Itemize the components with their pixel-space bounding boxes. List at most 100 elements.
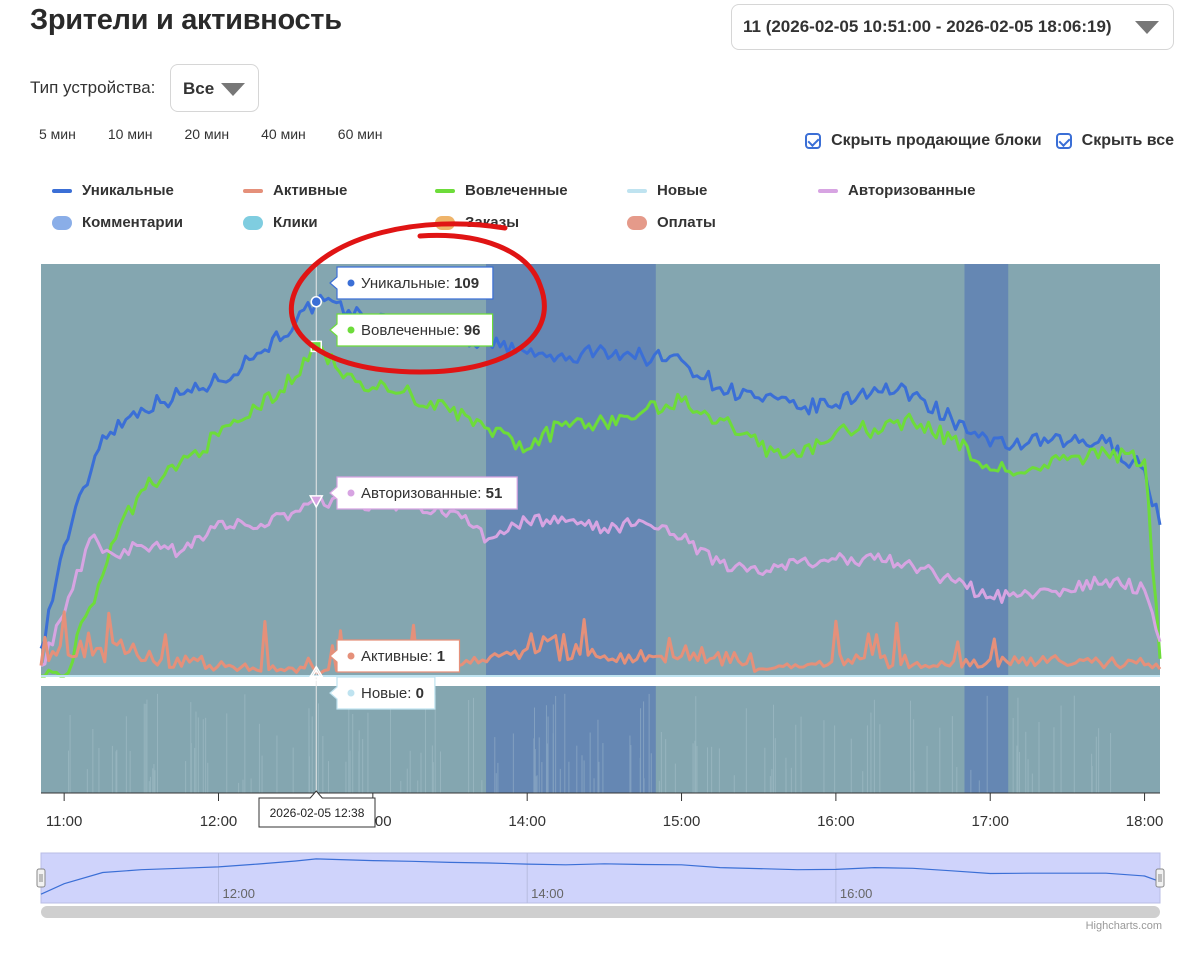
legend-label: Вовлеченные — [465, 182, 568, 199]
tooltip-dot-icon — [347, 326, 355, 334]
checkbox-checked-icon[interactable] — [1055, 133, 1072, 149]
legend-symbol-icon — [52, 188, 72, 193]
highlight-band-lower — [486, 686, 656, 793]
navigator-tick-label: 14:00 — [531, 886, 564, 901]
tooltip-dot-icon — [347, 489, 355, 497]
tooltip-label-2: Авторизованные: 51 — [329, 476, 518, 510]
legend-symbol-icon — [243, 215, 263, 230]
caret-down-icon — [221, 83, 245, 96]
tooltip-label-0: Уникальные: 109 — [329, 266, 494, 300]
tooltip-text: Активные: 1 — [361, 648, 445, 665]
tooltip-box — [329, 476, 518, 510]
session-select-value: 11 (2026-02-05 10:51:00 - 2026-02-05 18:… — [743, 17, 1112, 36]
navigator-tick-label: 16:00 — [840, 886, 873, 901]
tooltip-text: Уникальные: 109 — [361, 275, 479, 292]
legend-item-4[interactable]: Авторизованные — [818, 182, 975, 199]
legend-item-5[interactable]: Комментарии — [52, 214, 183, 231]
toggle-group: Скрыть продающие блоки Скрыть все — [791, 132, 1174, 150]
highlight-band-lower — [964, 686, 1009, 793]
handle-icon — [36, 868, 46, 888]
legend-symbol-icon — [435, 188, 455, 193]
legend-label: Оплаты — [657, 214, 716, 231]
tooltip-marker — [308, 495, 324, 509]
navigator-series-line — [40, 858, 1161, 895]
tooltip-marker — [308, 668, 324, 681]
legend-item-1[interactable]: Активные — [243, 182, 347, 199]
hide-sales-blocks-label: Скрыть продающие блоки — [831, 132, 1042, 149]
page-title: Зрители и активность — [30, 4, 342, 36]
series-line-2 — [40, 495, 1162, 668]
time-label-box — [258, 790, 376, 828]
navigator-scrollbar[interactable] — [41, 906, 1160, 918]
tooltip-marker — [308, 665, 324, 678]
tooltip-marker — [310, 296, 322, 308]
highlight-band — [486, 264, 656, 676]
tooltip-box — [329, 676, 436, 710]
x-tick-label: 11:00 — [46, 813, 82, 830]
highlight-band — [964, 264, 1009, 676]
device-type-value: Все — [183, 79, 215, 98]
caret-down-icon — [1135, 21, 1159, 34]
x-tick-label: 18:00 — [1126, 813, 1164, 830]
tooltip-label-3: Активные: 1 — [329, 639, 461, 673]
tooltip-text: Новые: 0 — [361, 685, 424, 702]
legend-label: Новые — [657, 182, 708, 199]
device-type-label: Тип устройства: — [30, 78, 156, 97]
x-tick-label: 15:00 — [663, 813, 701, 830]
tooltip-label-4: Новые: 0 — [329, 676, 436, 710]
legend-item-8[interactable]: Оплаты — [627, 214, 716, 231]
tab-20-min[interactable]: 20 мин — [184, 126, 230, 142]
legend-symbol-icon — [243, 188, 263, 193]
legend-symbol-icon — [627, 215, 647, 230]
hide-all-toggle[interactable]: Скрыть все — [1055, 132, 1174, 150]
tab-40-min[interactable]: 40 мин — [261, 126, 306, 142]
interval-tabs: 5 мин 10 мин 20 мин 40 мин 60 мин — [30, 126, 405, 148]
tooltip-box — [329, 266, 494, 300]
legend-label: Комментарии — [82, 214, 184, 231]
device-type-select[interactable]: Все — [170, 64, 259, 112]
series-line-0 — [39, 293, 1162, 650]
tab-60-min[interactable]: 60 мин — [337, 126, 383, 142]
tooltip-dot-icon — [347, 279, 355, 287]
legend-item-6[interactable]: Клики — [243, 214, 318, 231]
legend-item-2[interactable]: Вовлеченные — [435, 182, 568, 199]
session-select[interactable]: 11 (2026-02-05 10:51:00 - 2026-02-05 18:… — [731, 4, 1174, 50]
legend-item-0[interactable]: Уникальные — [52, 182, 174, 199]
x-tick-label: 12:00 — [200, 813, 238, 830]
handle-icon — [1155, 868, 1165, 888]
tooltip-label-1: Вовлеченные: 96 — [329, 313, 494, 347]
series-line-3 — [39, 610, 1162, 675]
panel-gap — [41, 676, 1160, 686]
tooltip-box — [329, 639, 461, 673]
legend-symbol-icon — [818, 188, 838, 193]
hide-sales-blocks-toggle[interactable]: Скрыть продающие блоки — [805, 132, 1042, 150]
legend-label: Клики — [273, 214, 318, 231]
tooltip-box — [329, 313, 494, 347]
tab-10-min[interactable]: 10 мин — [107, 126, 153, 142]
navigator-handle-right[interactable] — [1155, 868, 1165, 888]
legend-symbol-icon — [52, 215, 72, 230]
tab-5-min[interactable]: 5 мин — [39, 126, 76, 142]
navigator-window — [40, 852, 1161, 904]
time-label-text: 2026-02-05 12:38 — [270, 806, 365, 820]
navigator-tick-label: 12:00 — [222, 886, 255, 901]
navigator-handle-left[interactable] — [36, 868, 46, 888]
x-tick-label: 14:00 — [508, 813, 546, 830]
x-tick-label: 16:00 — [817, 813, 855, 830]
legend-label: Активные — [273, 182, 348, 199]
legend-label: Уникальные — [82, 182, 174, 199]
series-line-1 — [41, 343, 1162, 678]
checkbox-checked-icon[interactable] — [805, 133, 822, 149]
hide-all-label: Скрыть все — [1081, 132, 1174, 149]
legend-symbol-icon — [627, 188, 647, 193]
highcharts-credits[interactable]: Highcharts.com — [1085, 920, 1162, 932]
events-texture — [68, 693, 1112, 793]
tooltip-dot-icon — [347, 652, 355, 660]
tooltip-dot-icon — [347, 689, 355, 697]
legend-label: Авторизованные — [848, 182, 976, 199]
tooltip-text: Вовлеченные: 96 — [361, 322, 480, 339]
x-tick-label: 17:00 — [971, 813, 1009, 830]
red-annotation-circle — [288, 221, 547, 375]
legend-item-3[interactable]: Новые — [627, 182, 707, 199]
